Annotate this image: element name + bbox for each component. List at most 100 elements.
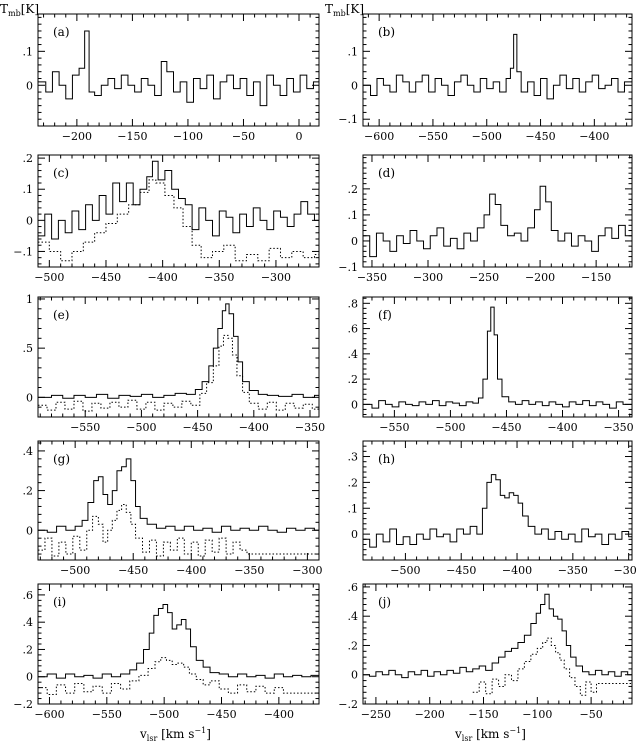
y-tick-label: 0 — [351, 79, 358, 92]
series-dotted-line — [472, 637, 632, 696]
x-tick-label: −500 — [149, 708, 179, 721]
panel-frame — [37, 440, 320, 561]
y-tick-label: .1 — [348, 45, 359, 58]
series-dotted-line — [38, 503, 319, 557]
x-tick-label: −150 — [468, 708, 498, 721]
y-tick-label: −.2 — [13, 698, 33, 711]
y-tick-label: 0 — [351, 235, 358, 248]
series-solid-line — [363, 474, 632, 548]
x-tick-label: −400 — [502, 564, 532, 577]
x-tick-label: −500 — [435, 421, 465, 434]
series-solid-line — [363, 593, 632, 679]
panel-h: −500 −450 −400 −350 −300 0 .1 .2 .3 (h) — [348, 440, 637, 577]
y-tick-label: −.2 — [338, 698, 358, 711]
series-solid-line — [38, 160, 319, 240]
y-tick-label: .1 — [23, 183, 34, 196]
panel-g: −500 −450 −400 −350 −300 0 .2 .4 (g) — [23, 440, 322, 577]
panel-frame — [37, 13, 320, 127]
x-tick-label: −50 — [580, 708, 603, 721]
y-tick-label: .4 — [348, 610, 359, 623]
y-tick-label: 0 — [26, 524, 33, 537]
panel-label: (e) — [53, 308, 69, 322]
panel-frame — [362, 154, 633, 268]
y-tick-label: 1 — [26, 293, 33, 306]
x-tick-label: −300 — [292, 564, 322, 577]
x-tick-label: −200 — [525, 271, 555, 284]
xlabel-right: vlsr [km s−1] — [454, 726, 526, 743]
x-tick-label: −600 — [34, 708, 64, 721]
y-tick-label: .2 — [348, 639, 359, 652]
x-tick-label: −450 — [206, 708, 236, 721]
panel-a: −200 −150 −100 −50 0 0 .1 (a) — [23, 13, 320, 143]
panel-label: (b) — [378, 25, 395, 39]
x-tick-label: −450 — [446, 564, 476, 577]
x-tick-label: −350 — [357, 271, 387, 284]
y-tick-label: .5 — [23, 342, 34, 355]
y-tick-label: .2 — [348, 476, 359, 489]
series-solid-line — [363, 33, 632, 100]
series-solid-line — [363, 185, 632, 258]
panel-label: (i) — [53, 595, 66, 609]
panel-frame — [362, 583, 633, 705]
panel-f: −550 −500 −450 −400 −350 0 .2 .4 .6 .8 (f) — [348, 296, 634, 434]
series-solid-line — [38, 458, 319, 533]
x-tick-label: −300 — [614, 564, 637, 577]
y-tick-label: .4 — [348, 348, 359, 361]
series-solid-line — [38, 603, 319, 679]
y-tick-label: .6 — [348, 323, 359, 336]
panel-frame — [37, 583, 320, 705]
x-tick-label: −550 — [418, 130, 448, 143]
y-tick-label: .2 — [348, 373, 359, 386]
y-tick-label: 0 — [26, 214, 33, 227]
panel-i: −600 −550 −500 −450 −400 −.2 0 .2 .4 .6 (i) — [13, 583, 320, 721]
panel-frame — [362, 296, 633, 418]
x-tick-label: −300 — [413, 271, 443, 284]
x-tick-label: −250 — [361, 708, 391, 721]
panel-label: (d) — [378, 166, 395, 180]
y-tick-label: .2 — [23, 643, 34, 656]
x-tick-label: −150 — [117, 130, 147, 143]
x-tick-label: −550 — [379, 421, 409, 434]
series-solid-line — [363, 306, 632, 409]
y-tick-label: .1 — [348, 502, 359, 515]
series-dotted-line — [38, 334, 319, 412]
y-tick-label: 0 — [26, 79, 33, 92]
x-tick-label: −400 — [264, 708, 294, 721]
y-tick-label: 0 — [351, 528, 358, 541]
x-tick-label: −200 — [62, 130, 92, 143]
y-tick-label: −.1 — [13, 245, 33, 258]
x-tick-label: −300 — [261, 271, 291, 284]
x-tick-label: −400 — [239, 421, 269, 434]
x-tick-label: −50 — [232, 130, 255, 143]
x-tick-label: −150 — [581, 271, 611, 284]
x-tick-label: −400 — [579, 130, 609, 143]
panels-group: −200 −150 −100 −50 00.1(a)−600 −550 −500 −450 −4… — [13, 13, 637, 721]
panel-j: −250 −200 −150 −100 −50 −.2 0 .2 .4 .6 (j) — [338, 581, 633, 721]
x-tick-label: −500 — [34, 271, 64, 284]
panel-frame — [362, 440, 633, 561]
panel-e: −550 −500 −450 −400 −350 0 .5 1 (e) — [23, 293, 326, 434]
xlabel-left: vlsr [km s−1] — [139, 726, 211, 743]
x-tick-label: −500 — [472, 130, 502, 143]
x-tick-label: −450 — [182, 421, 212, 434]
x-tick-label: −600 — [364, 130, 394, 143]
panel-c: −500 −450 −400 −350 −300 −.1 0 .1 .2 (c) — [13, 152, 320, 284]
y-tick-label: .8 — [348, 297, 359, 310]
x-tick-label: −400 — [176, 564, 206, 577]
x-tick-label: −450 — [525, 130, 555, 143]
x-tick-label: 0 — [296, 130, 303, 143]
series-dotted-line — [38, 179, 319, 262]
panel-label: (h) — [378, 452, 395, 466]
y-tick-label: 0 — [351, 669, 358, 682]
y-tick-label: .1 — [23, 45, 34, 58]
y-tick-label: .4 — [23, 616, 34, 629]
panel-label: (f) — [378, 308, 392, 322]
x-tick-label: −500 — [126, 421, 156, 434]
panel-b: −600 −550 −500 −450 −400 −.1 0 .1 (b) — [338, 13, 633, 143]
y-tick-label: 0 — [26, 671, 33, 684]
y-tick-label: .3 — [348, 451, 359, 464]
y-tick-label: .2 — [23, 152, 34, 165]
panel-frame — [37, 154, 320, 268]
y-tick-label: .6 — [348, 581, 359, 594]
x-tick-label: −450 — [118, 564, 148, 577]
